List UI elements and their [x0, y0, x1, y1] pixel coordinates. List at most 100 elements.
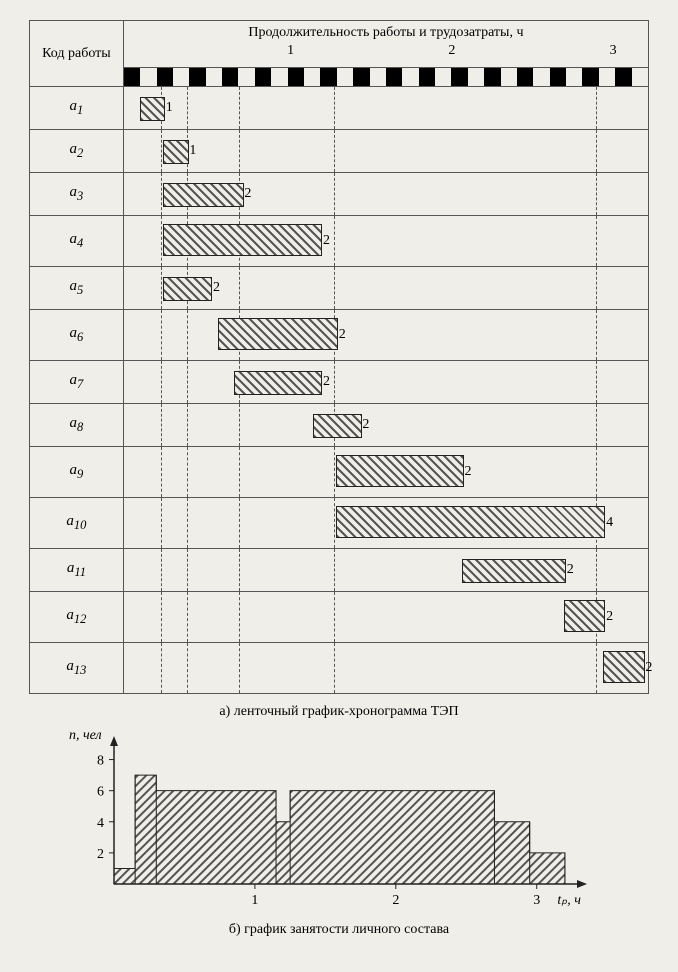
gantt-row: a82 — [30, 404, 649, 447]
row-chart-cell: 2 — [123, 361, 648, 404]
scale-tick — [484, 68, 500, 86]
gantt-row: a62 — [30, 310, 649, 361]
row-chart-cell: 1 — [123, 87, 648, 130]
bar-label: 2 — [244, 186, 251, 202]
header-duration: Продолжительность работы и трудозатраты,… — [123, 21, 648, 68]
row-chart-cell: 4 — [123, 498, 648, 549]
bar-wrap: 2 — [124, 361, 648, 403]
y-tick-label: 4 — [97, 816, 104, 831]
bar-label: 2 — [323, 233, 330, 249]
bar-label: 2 — [323, 374, 330, 390]
bar-label: 2 — [606, 609, 613, 625]
histogram-xlabel: tₚ, ч — [557, 893, 581, 908]
guide-line — [161, 643, 162, 693]
header-code: Код работы — [30, 21, 124, 87]
guide-line — [334, 173, 335, 215]
guide-line — [161, 130, 162, 172]
bar-wrap: 1 — [124, 130, 648, 172]
guide-line — [161, 549, 162, 591]
row-code: a7 — [30, 361, 124, 404]
guide-line — [596, 216, 597, 266]
scale-cell — [123, 68, 648, 87]
axis-numbers: 123 — [126, 43, 646, 63]
guide-line — [161, 216, 162, 266]
guide-line — [239, 643, 240, 693]
guide-line — [187, 643, 188, 693]
guide-line — [161, 310, 162, 360]
gantt-bar — [462, 559, 566, 583]
guide-line — [334, 549, 335, 591]
row-code: a5 — [30, 267, 124, 310]
scale-tick — [288, 68, 304, 86]
row-chart-cell: 2 — [123, 404, 648, 447]
caption-b: б) график занятости личного состава — [20, 922, 658, 938]
row-code: a12 — [30, 592, 124, 643]
bar-label: 2 — [645, 660, 652, 676]
scale-tick — [222, 68, 238, 86]
row-code: a11 — [30, 549, 124, 592]
scale-tick — [189, 68, 205, 86]
row-chart-cell: 2 — [123, 549, 648, 592]
gantt-chart: Код работы Продолжительность работы и тр… — [29, 20, 649, 694]
histogram-area — [114, 775, 565, 884]
gantt-row: a11 2 — [30, 549, 649, 592]
bar-wrap: 2 — [124, 267, 648, 309]
scale-tick — [320, 68, 336, 86]
gantt-bar — [313, 414, 362, 438]
axis-label: 3 — [610, 43, 617, 59]
gantt-row: a32 — [30, 173, 649, 216]
gantt-row: a52 — [30, 267, 649, 310]
guide-line — [334, 130, 335, 172]
row-chart-cell: 2 — [123, 447, 648, 498]
row-code: a2 — [30, 130, 124, 173]
bar-label: 1 — [189, 143, 196, 159]
histogram-ylabel: n, чел — [69, 728, 102, 744]
guide-line — [596, 549, 597, 591]
bar-wrap: 2 — [124, 643, 648, 693]
gantt-bar — [140, 97, 166, 121]
y-axis-arrow — [110, 736, 118, 746]
guide-line — [596, 173, 597, 215]
x-tick-label: 3 — [533, 893, 540, 908]
guide-line — [239, 549, 240, 591]
guide-line — [161, 592, 162, 642]
guide-line — [596, 361, 597, 403]
guide-line — [239, 404, 240, 446]
gantt-row: a2 1 — [30, 130, 649, 173]
guide-line — [239, 130, 240, 172]
scale-tick — [517, 68, 533, 86]
row-chart-cell: 2 — [123, 592, 648, 643]
guide-line — [239, 447, 240, 497]
guide-line — [334, 267, 335, 309]
guide-line — [161, 267, 162, 309]
scale-tick — [353, 68, 369, 86]
guide-line — [161, 173, 162, 215]
gantt-row: a7 2 — [30, 361, 649, 404]
x-axis-arrow — [577, 880, 587, 888]
guide-line — [239, 498, 240, 548]
guide-line — [187, 549, 188, 591]
bar-label: 2 — [567, 562, 574, 578]
guide-line — [596, 447, 597, 497]
guide-line — [596, 643, 597, 693]
scale-tick — [550, 68, 566, 86]
scale-tick — [615, 68, 631, 86]
guide-line — [161, 447, 162, 497]
guide-line — [187, 447, 188, 497]
guide-line — [161, 404, 162, 446]
gantt-row: a92 — [30, 447, 649, 498]
guide-line — [161, 498, 162, 548]
gantt-bar — [163, 183, 244, 207]
gantt-bar — [163, 140, 189, 164]
guide-line — [334, 592, 335, 642]
guide-line — [239, 87, 240, 129]
gantt-header-row: Код работы Продолжительность работы и тр… — [30, 21, 649, 68]
guide-line — [187, 87, 188, 129]
bar-label: 4 — [606, 515, 613, 531]
bar-label: 2 — [465, 464, 472, 480]
guide-line — [596, 87, 597, 129]
bar-wrap: 2 — [124, 592, 648, 642]
bar-wrap: 2 — [124, 173, 648, 215]
guide-line — [334, 643, 335, 693]
guide-line — [239, 267, 240, 309]
